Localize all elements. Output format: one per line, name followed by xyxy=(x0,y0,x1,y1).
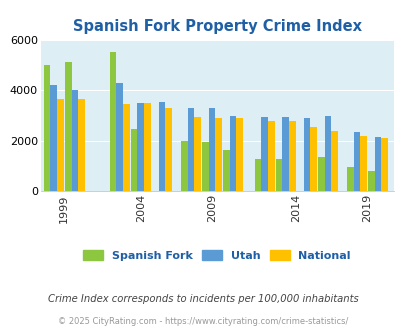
Bar xyxy=(208,108,215,191)
Bar xyxy=(236,118,242,191)
Bar xyxy=(202,142,208,191)
Bar xyxy=(215,118,221,191)
Bar xyxy=(267,120,274,191)
Bar xyxy=(353,132,359,191)
Bar xyxy=(282,117,288,191)
Bar xyxy=(158,102,165,191)
Bar xyxy=(116,82,123,191)
Bar xyxy=(275,158,282,191)
Text: Crime Index corresponds to incidents per 100,000 inhabitants: Crime Index corresponds to incidents per… xyxy=(47,294,358,304)
Bar xyxy=(130,129,137,191)
Bar xyxy=(50,85,57,191)
Bar xyxy=(187,108,194,191)
Bar xyxy=(181,141,187,191)
Bar xyxy=(359,136,366,191)
Bar xyxy=(324,115,330,191)
Bar xyxy=(254,158,261,191)
Bar xyxy=(374,137,380,191)
Bar xyxy=(123,104,129,191)
Bar xyxy=(57,99,64,191)
Bar xyxy=(367,171,374,191)
Bar xyxy=(261,117,267,191)
Bar xyxy=(71,90,78,191)
Bar xyxy=(380,138,387,191)
Bar xyxy=(229,115,236,191)
Bar xyxy=(109,52,116,191)
Bar xyxy=(78,99,85,191)
Bar xyxy=(223,150,229,191)
Bar xyxy=(144,103,150,191)
Bar xyxy=(346,167,353,191)
Bar xyxy=(330,131,337,191)
Bar xyxy=(309,127,316,191)
Bar xyxy=(194,117,200,191)
Legend: Spanish Fork, Utah, National: Spanish Fork, Utah, National xyxy=(79,246,354,265)
Bar xyxy=(288,120,295,191)
Bar xyxy=(65,62,71,191)
Bar xyxy=(137,103,144,191)
Title: Spanish Fork Property Crime Index: Spanish Fork Property Crime Index xyxy=(72,19,361,34)
Bar xyxy=(44,65,50,191)
Text: © 2025 CityRating.com - https://www.cityrating.com/crime-statistics/: © 2025 CityRating.com - https://www.city… xyxy=(58,317,347,326)
Bar xyxy=(317,157,324,191)
Bar xyxy=(165,108,171,191)
Bar xyxy=(303,118,309,191)
